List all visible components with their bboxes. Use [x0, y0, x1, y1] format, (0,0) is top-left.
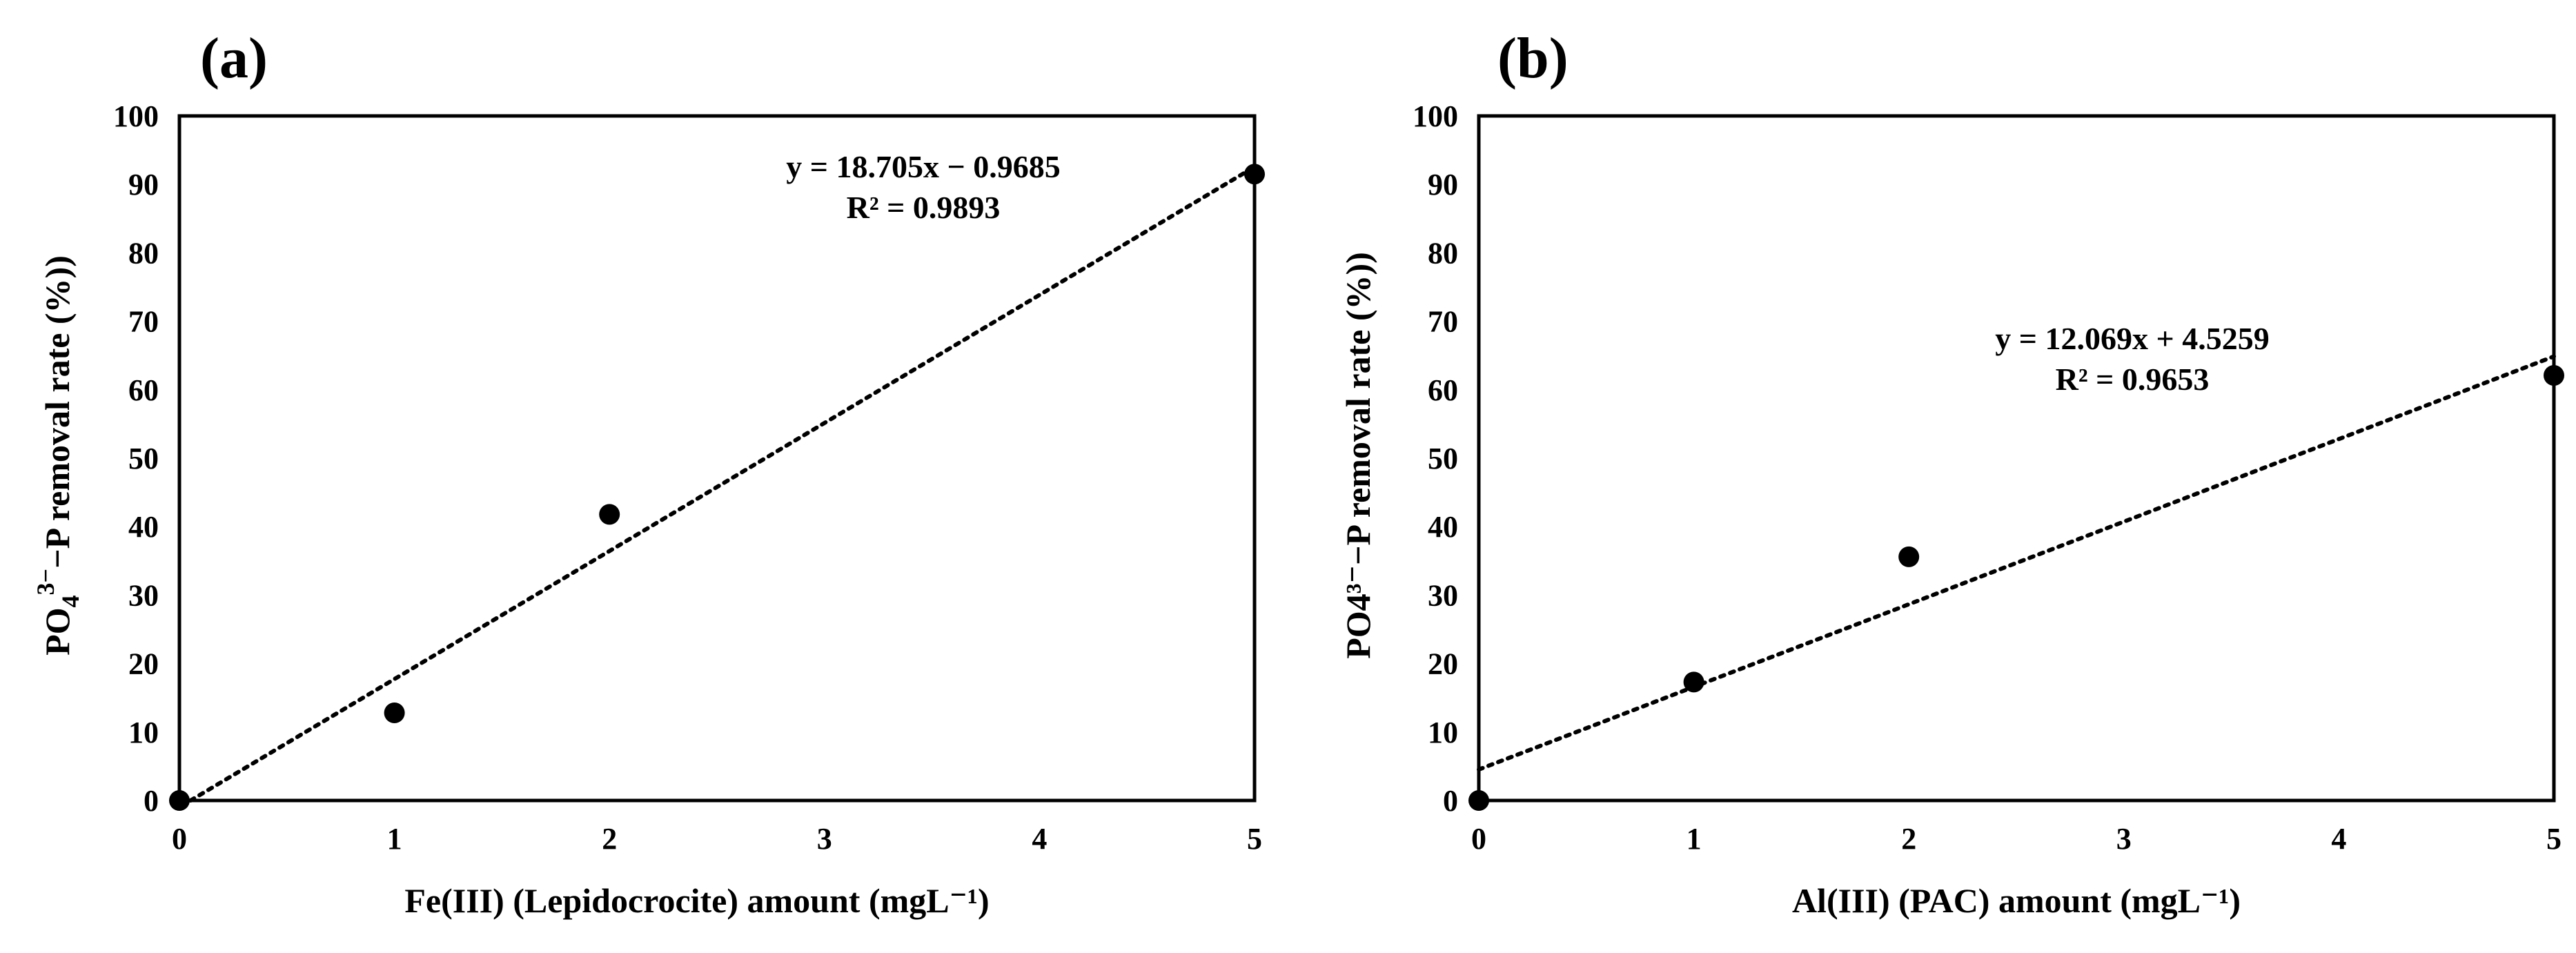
panel-a-points	[169, 164, 1265, 811]
panel-b-points	[1468, 364, 2564, 811]
panel-a-y-tick-label: 10	[128, 716, 159, 749]
panel-b-x-tick-label: 4	[2331, 822, 2346, 856]
panel-a-x-tick-label: 0	[172, 822, 187, 856]
panel-b: (b) 0 10 20 30 40 50 60 70 80 90 100 0 1 2 3 4 5 y = 12…	[1339, 26, 2564, 920]
panel-a-data-point	[169, 790, 190, 811]
panel-b-y-tick-label: 60	[1428, 373, 1458, 407]
panel-a-y-tick-label: 80	[128, 236, 159, 270]
panel-b-x-tick-label: 0	[1471, 822, 1486, 856]
panel-b-x-tick-label: 3	[2116, 822, 2132, 856]
panel-b-x-tick-label: 1	[1687, 822, 1702, 856]
panel-a-y-tick-label: 60	[128, 373, 159, 407]
panel-b-y-tick-label: 90	[1428, 168, 1458, 202]
panel-b-equation: y = 12.069x + 4.5259	[1995, 321, 2269, 356]
panel-a-y-tick-label: 40	[128, 510, 159, 544]
panel-a-trendline	[188, 164, 1257, 803]
panel-a-x-tick-label: 2	[602, 822, 617, 856]
panel-b-data-point	[1468, 790, 1489, 811]
panel-b-y-tick-label: 70	[1428, 305, 1458, 339]
panel-a-y-tick-label: 70	[128, 305, 159, 339]
panel-a-y-tick-label: 20	[128, 647, 159, 681]
panel-a-x-ticks: 0 1 2 3 4 5	[172, 822, 1262, 856]
panel-b-x-ticks: 0 1 2 3 4 5	[1471, 822, 2562, 856]
panel-a-y-title-po: PO	[38, 607, 77, 655]
panel-b-y-tick-label: 100	[1413, 99, 1458, 133]
panel-a-data-point	[384, 703, 405, 724]
panel-a-y-title-rest: −P removal rate (%))	[38, 255, 77, 569]
panel-b-y-tick-label: 80	[1428, 236, 1458, 270]
panel-a-y-tick-label: 50	[128, 442, 159, 475]
panel-a-x-title: Fe(III) (Lepidocrocite) amount (mgL⁻¹)	[404, 881, 989, 920]
panel-b-label: (b)	[1497, 26, 1569, 90]
panel-a-data-point	[1244, 164, 1265, 185]
panel-a-y-tick-label: 100	[113, 99, 159, 133]
panel-a-y-title: PO43−−P removal rate (%))	[32, 255, 84, 656]
panel-b-y-tick-label: 40	[1428, 510, 1458, 544]
panel-a-y-tick-label: 0	[144, 784, 159, 818]
panel-b-x-title: Al(III) (PAC) amount (mgL⁻¹)	[1792, 881, 2241, 920]
panel-b-x-tick-label: 2	[1901, 822, 1916, 856]
panel-b-frame	[1477, 114, 2556, 803]
panel-a: (a) 0 10 20 30 40 50 60 70 80 90 100 0 1 2 3 4 5 y = 18…	[32, 26, 1265, 920]
panel-a-x-tick-label: 1	[387, 822, 402, 856]
panel-a-y-ticks: 0 10 20 30 40 50 60 70 80 90 100	[113, 99, 159, 818]
panel-b-x-tick-label: 5	[2546, 822, 2562, 856]
panel-b-y-tick-label: 50	[1428, 442, 1458, 475]
panel-b-y-tick-label: 10	[1428, 716, 1458, 749]
panel-b-y-tick-label: 0	[1443, 784, 1458, 818]
panel-a-y-title-sub: 4	[57, 595, 84, 607]
panel-a-label: (a)	[200, 26, 268, 90]
panel-b-y-ticks: 0 10 20 30 40 50 60 70 80 90 100	[1413, 99, 1458, 818]
panel-a-r2: R² = 0.9893	[847, 190, 1001, 225]
panel-a-x-tick-label: 3	[817, 822, 832, 856]
panel-a-y-tick-label: 30	[128, 578, 159, 612]
panel-a-y-title-sup: 3−	[32, 569, 59, 596]
panel-a-y-tick-label: 90	[128, 168, 159, 202]
panel-b-data-point	[2544, 364, 2564, 386]
panel-b-y-title: PO4³⁻−P removal rate (%))	[1339, 252, 1377, 659]
panel-b-y-tick-label: 20	[1428, 647, 1458, 681]
panel-a-x-tick-label: 4	[1032, 822, 1047, 856]
panel-b-trendline	[1477, 354, 2556, 772]
panel-a-x-tick-label: 5	[1247, 822, 1262, 856]
panel-b-y-tick-label: 30	[1428, 578, 1458, 612]
panel-b-data-point	[1683, 671, 1704, 693]
panel-a-frame	[177, 114, 1257, 803]
panel-a-equation: y = 18.705x − 0.9685	[786, 149, 1060, 184]
panel-a-data-point	[599, 504, 620, 525]
panel-b-r2: R² = 0.9653	[2056, 362, 2210, 397]
panel-b-data-point	[1898, 546, 1920, 567]
